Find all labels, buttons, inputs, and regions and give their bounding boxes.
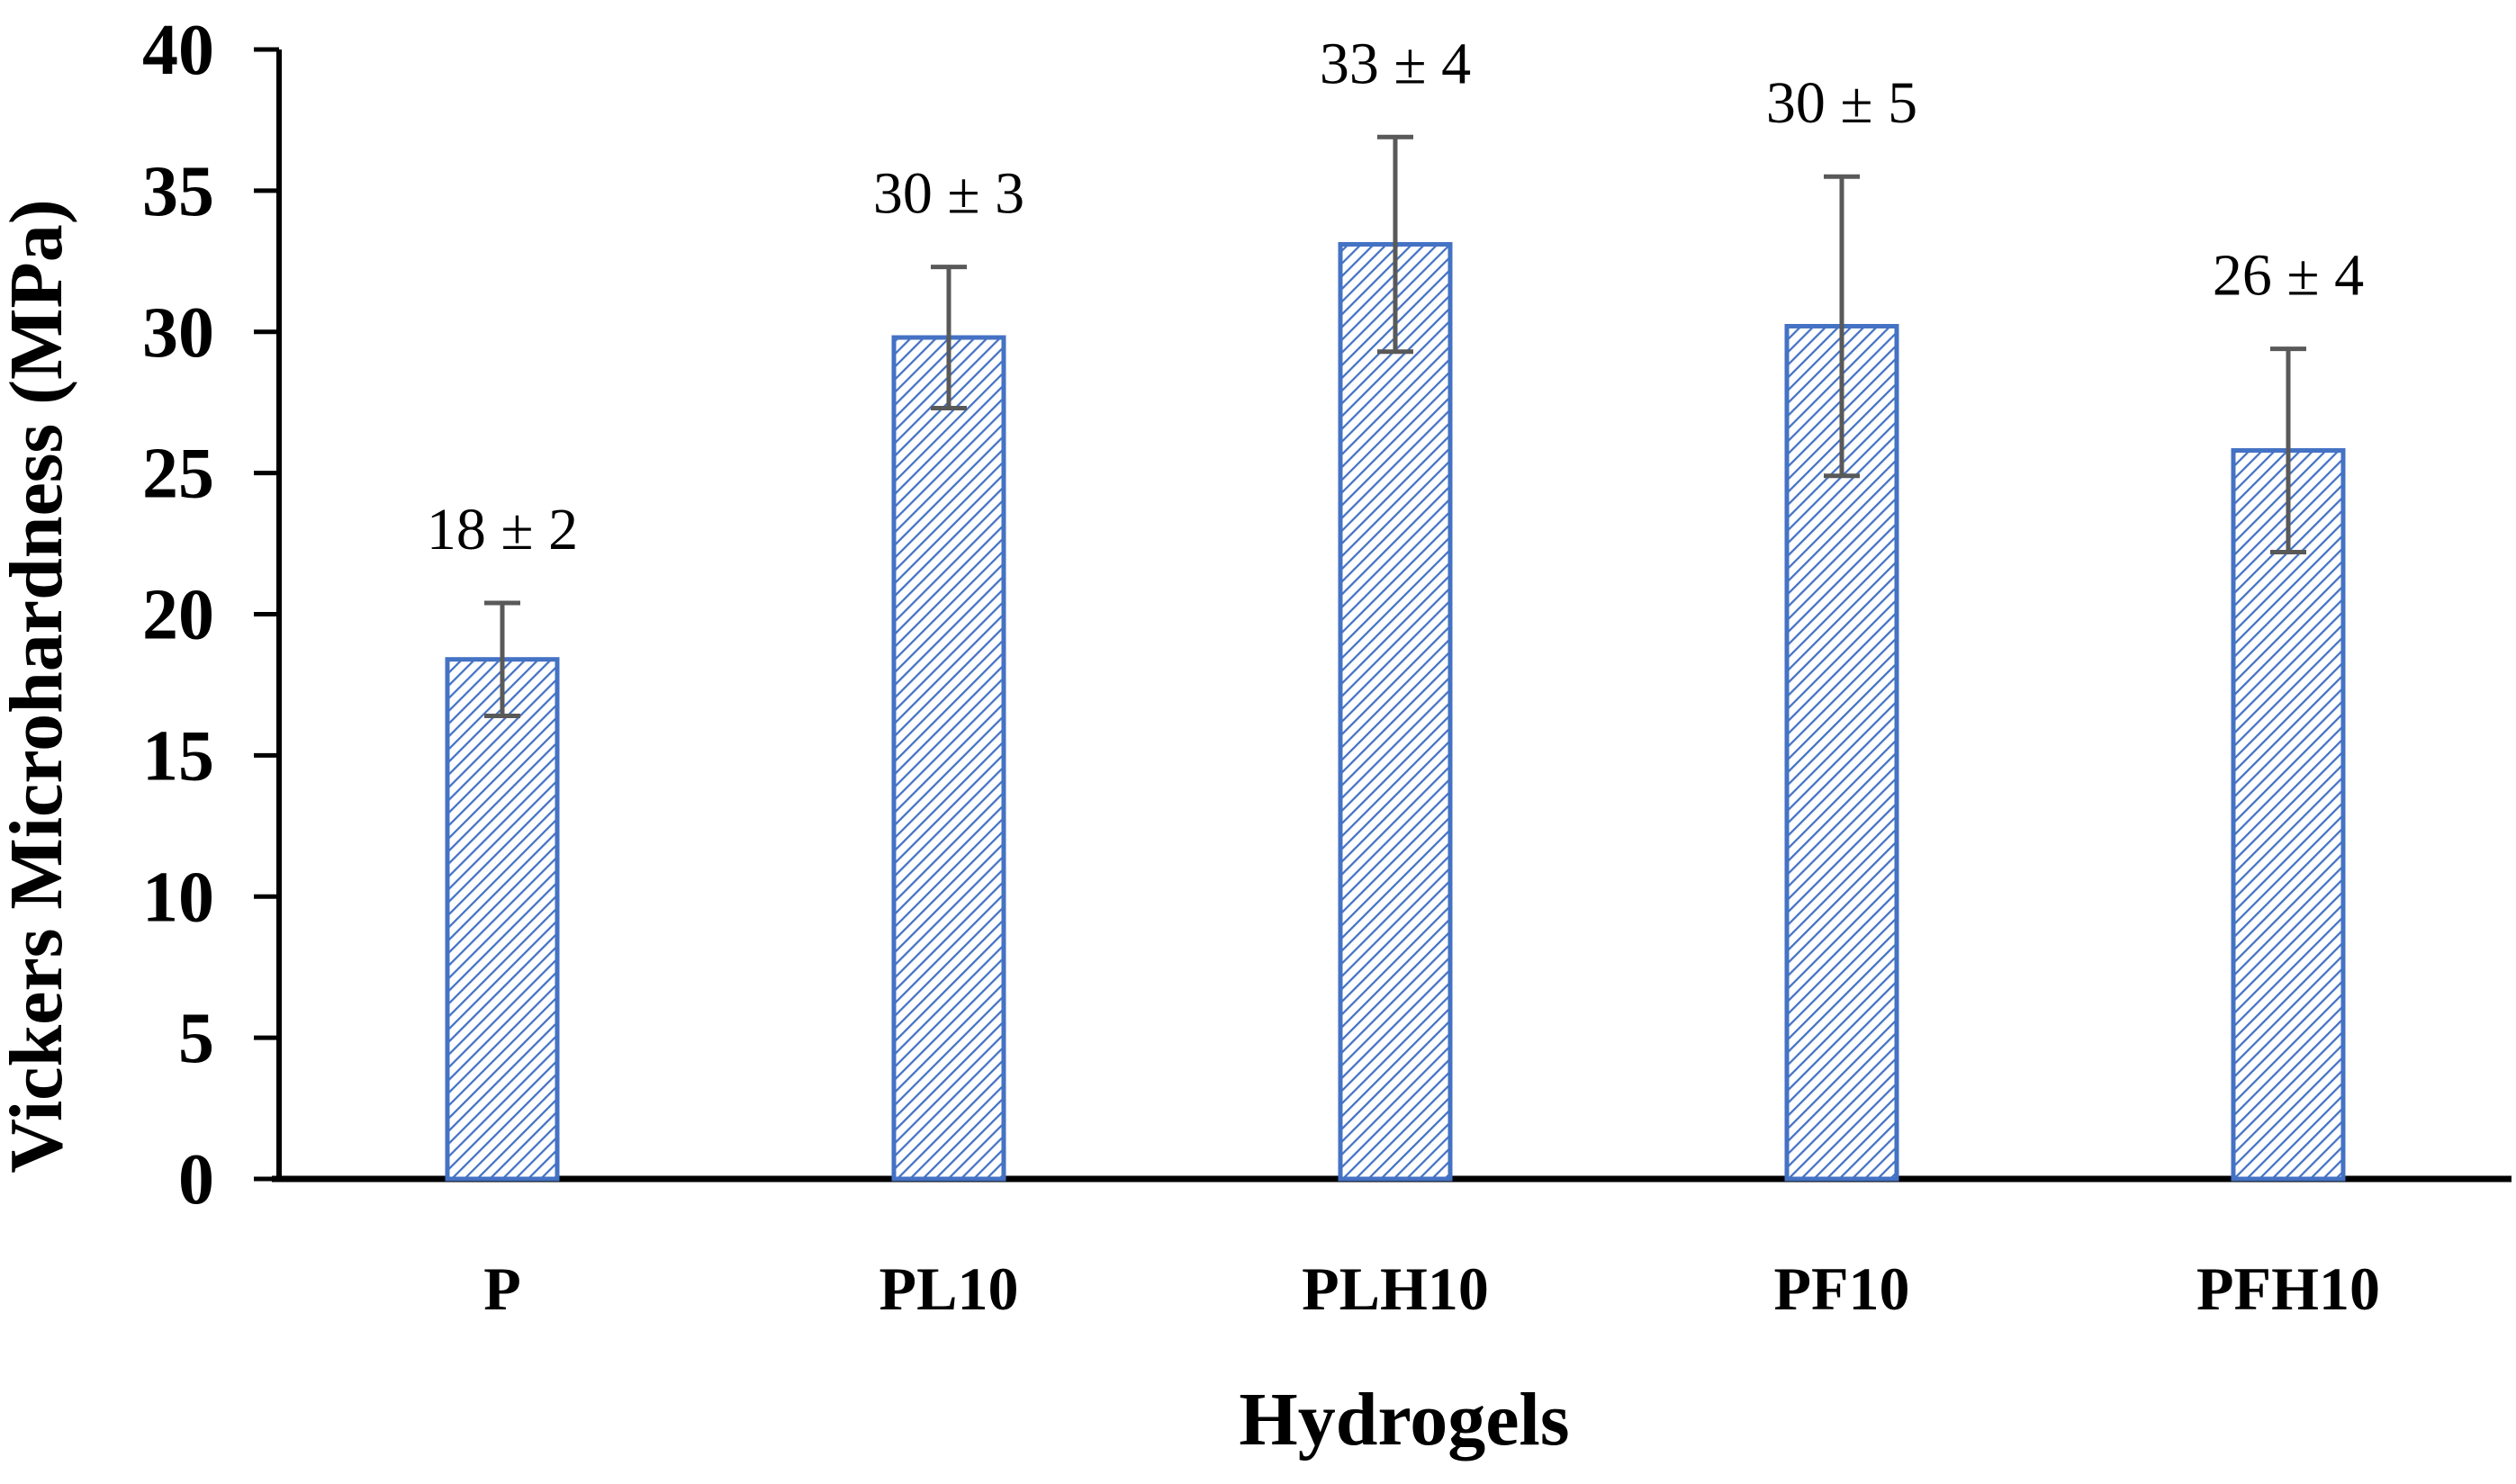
bar [1338,241,1453,1182]
y-tick-label: 25 [142,435,214,514]
data-label: 26 ± 4 [2213,243,2364,309]
y-tick-label: 15 [142,716,214,796]
bar [891,335,1006,1182]
data-label: 18 ± 2 [427,497,578,562]
y-tick-label: 20 [142,576,214,655]
y-tick-label: 40 [142,11,214,90]
bar [2231,448,2346,1182]
bar [445,657,560,1182]
category-label: PL10 [879,1255,1019,1323]
data-label: 30 ± 5 [1766,70,1917,136]
data-label: 33 ± 4 [1320,31,1471,96]
y-tick-label: 5 [178,999,214,1078]
y-tick-label: 30 [142,293,214,373]
data-labels: 18 ± 2 30 ± 3 33 ± 4 30 ± 5 26 ± 4 [427,31,2364,562]
y-tick-label: 10 [142,858,214,937]
y-tick-label: 0 [178,1140,214,1219]
y-axis-title: Vickers Microhardness (MPa) [0,199,78,1173]
data-label: 30 ± 3 [873,161,1024,227]
error-bars [484,134,2306,718]
category-label: PF10 [1773,1255,1909,1323]
category-label: PLH10 [1302,1255,1489,1323]
category-label: P [483,1255,521,1323]
category-label: PFH10 [2196,1255,2380,1323]
x-categories: P PL10 PLH10 PF10 PFH10 [483,1255,2380,1323]
bars [445,241,2346,1182]
x-axis-title: Hydrogels [1239,1378,1569,1462]
y-ticks: 0 5 10 15 20 25 30 35 40 [142,11,279,1219]
y-tick-label: 35 [142,152,214,231]
